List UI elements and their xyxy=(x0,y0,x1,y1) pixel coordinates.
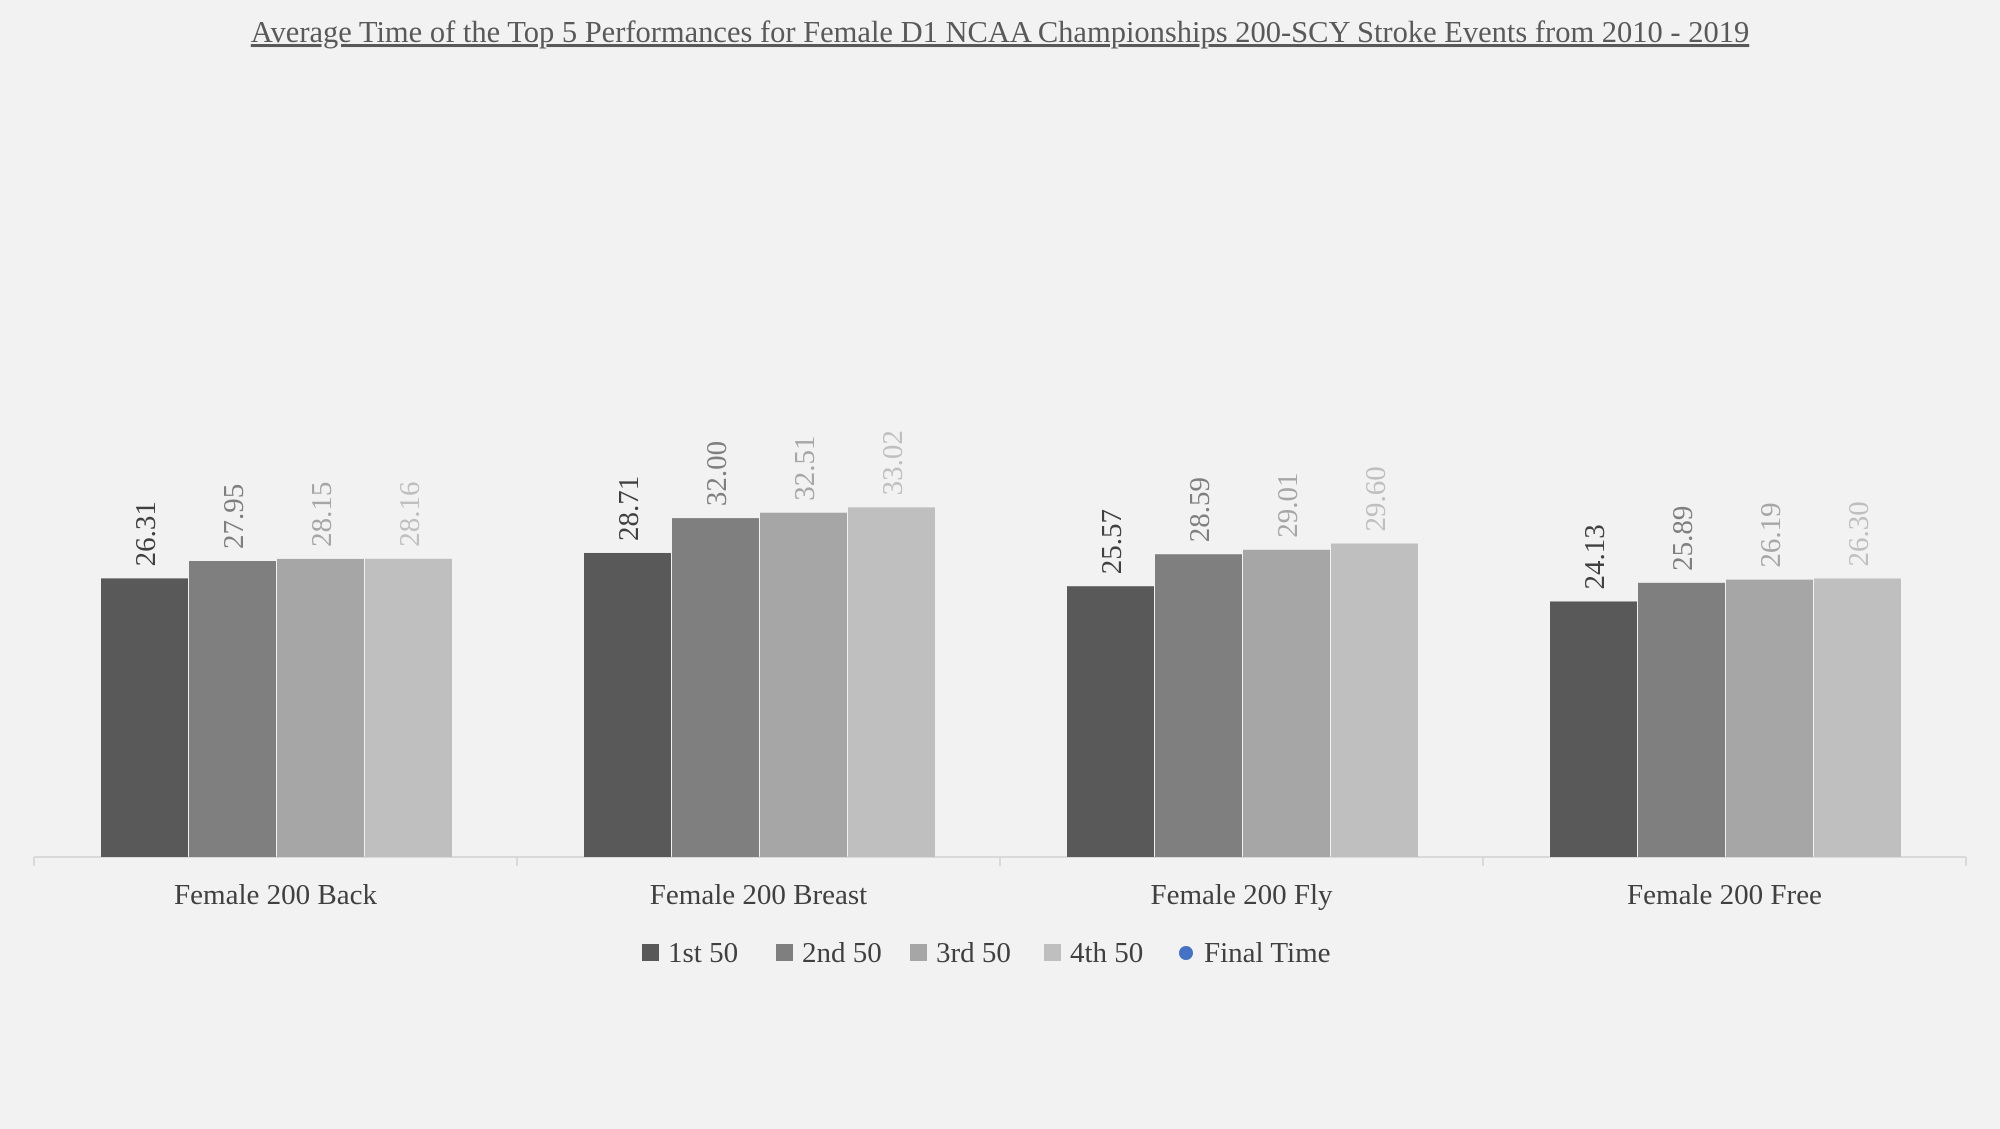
legend-label-4th-50: 4th 50 xyxy=(1070,937,1143,969)
bar-4th-50-female-200-free xyxy=(1814,578,1901,857)
x-tick-label-female-200-back: Female 200 Back xyxy=(174,879,377,911)
bar-2nd-50-female-200-back xyxy=(189,561,276,857)
legend-swatch-final-time xyxy=(1179,946,1193,960)
data-label-2nd-50-female-200-free: 25.89 xyxy=(1667,506,1699,571)
legend-label-1st-50: 1st 50 xyxy=(668,937,738,969)
chart-title: Average Time of the Top 5 Performances f… xyxy=(251,15,1749,49)
bar-2nd-50-female-200-fly xyxy=(1155,554,1242,857)
plot-area: Female 200 Back26.3127.9528.1528.161:50.… xyxy=(33,430,1967,911)
data-label-3rd-50-female-200-breast: 32.51 xyxy=(789,435,821,500)
bar-4th-50-female-200-fly xyxy=(1331,543,1418,857)
legend: 1st 50 2nd 50 3rd 50 4th 50 Final Time xyxy=(642,937,1331,969)
data-label-3rd-50-female-200-fly: 29.01 xyxy=(1272,473,1304,538)
bar-1st-50-female-200-back xyxy=(101,578,188,857)
legend-label-3rd-50: 3rd 50 xyxy=(936,937,1011,969)
bar-1st-50-female-200-free xyxy=(1550,601,1637,857)
data-label-1st-50-female-200-breast: 28.71 xyxy=(613,476,645,541)
data-label-2nd-50-female-200-breast: 32.00 xyxy=(701,441,733,506)
bar-3rd-50-female-200-fly xyxy=(1243,549,1330,857)
legend-swatch-4th-50 xyxy=(1044,944,1061,961)
legend-swatch-1st-50 xyxy=(642,944,659,961)
bar-1st-50-female-200-breast xyxy=(584,552,671,857)
bar-3rd-50-female-200-back xyxy=(277,558,364,857)
x-tick-label-female-200-fly: Female 200 Fly xyxy=(1150,879,1333,911)
legend-label-final-time: Final Time xyxy=(1204,937,1331,969)
data-label-1st-50-female-200-free: 24.13 xyxy=(1579,524,1611,589)
legend-swatch-3rd-50 xyxy=(910,944,927,961)
data-label-3rd-50-female-200-back: 28.15 xyxy=(306,482,338,547)
data-label-4th-50-female-200-breast: 33.02 xyxy=(877,430,909,495)
bar-2nd-50-female-200-breast xyxy=(672,518,759,857)
legend-swatch-2nd-50 xyxy=(776,944,793,961)
data-label-2nd-50-female-200-fly: 28.59 xyxy=(1184,477,1216,542)
data-label-4th-50-female-200-fly: 29.60 xyxy=(1360,466,1392,531)
bar-3rd-50-female-200-free xyxy=(1726,579,1813,857)
data-label-4th-50-female-200-free: 26.30 xyxy=(1843,501,1875,566)
legend-label-2nd-50: 2nd 50 xyxy=(802,937,882,969)
x-tick-label-female-200-free: Female 200 Free xyxy=(1627,879,1822,911)
bar-1st-50-female-200-fly xyxy=(1067,586,1154,857)
data-label-2nd-50-female-200-back: 27.95 xyxy=(218,484,250,549)
bar-2nd-50-female-200-free xyxy=(1638,582,1725,857)
data-label-1st-50-female-200-back: 26.31 xyxy=(130,501,162,566)
bar-3rd-50-female-200-breast xyxy=(760,512,847,857)
data-label-3rd-50-female-200-free: 26.19 xyxy=(1755,502,1787,567)
bar-4th-50-female-200-breast xyxy=(848,507,935,857)
data-label-4th-50-female-200-back: 28.16 xyxy=(394,482,426,547)
x-tick-label-female-200-breast: Female 200 Breast xyxy=(650,879,867,911)
data-label-1st-50-female-200-fly: 25.57 xyxy=(1096,509,1128,574)
bar-4th-50-female-200-back xyxy=(365,558,452,857)
